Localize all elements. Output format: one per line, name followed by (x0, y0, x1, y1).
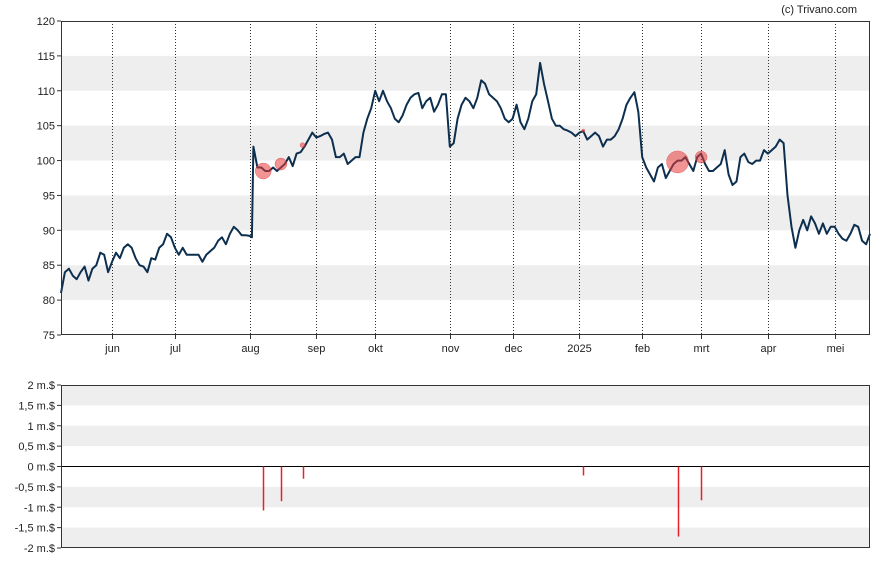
transaction-marker (666, 150, 689, 174)
volume-y-tick-label: -0,5 m.$ (15, 482, 55, 494)
volume-y-tick-label: -1 m.$ (24, 502, 55, 514)
price-line (60, 61, 871, 294)
volume-band (61, 425, 870, 447)
price-band (61, 195, 870, 231)
volume-band (61, 385, 870, 406)
x-tick-label: aug (241, 343, 259, 355)
x-tick-label: dec (505, 343, 523, 355)
y-tick-label: 85 (43, 260, 55, 272)
y-tick-label: 110 (37, 86, 55, 98)
price-band (61, 55, 870, 91)
credit-text: (c) Trivano.com (781, 4, 857, 16)
y-tick-label: 100 (37, 156, 55, 168)
volume-y-tick-label: 1,5 m.$ (18, 400, 55, 412)
transaction-marker (581, 128, 586, 133)
y-tick-label: 90 (43, 225, 55, 237)
x-tick-label: okt (368, 343, 383, 355)
transaction-marker (694, 150, 708, 164)
y-tick-label: 75 (43, 330, 55, 342)
x-tick-label: sep (308, 343, 326, 355)
x-tick-label: jul (169, 343, 181, 355)
price-band (61, 265, 870, 301)
volume-y-tick-label: 1 m.$ (27, 421, 55, 433)
x-tick-label: nov (442, 343, 460, 355)
volume-band (61, 527, 870, 548)
x-tick-label: mei (827, 343, 845, 355)
y-tick-label: 120 (37, 16, 55, 28)
y-tick-label: 115 (37, 51, 55, 63)
transaction-marker (299, 142, 306, 148)
x-tick-label: jun (104, 343, 120, 355)
volume-y-tick-label: 2 m.$ (27, 380, 55, 392)
y-tick-label: 105 (37, 121, 55, 133)
x-tick-label: apr (761, 343, 777, 355)
y-tick-label: 80 (43, 295, 55, 307)
volume-plot-frame (61, 385, 870, 548)
x-tick-label: feb (635, 343, 650, 355)
transaction-marker (274, 157, 288, 171)
volume-y-tick-label: 0,5 m.$ (18, 441, 55, 453)
y-tick-label: 95 (43, 190, 55, 202)
x-tick-label: mrt (694, 343, 710, 355)
x-tick-label: 2025 (567, 343, 591, 355)
volume-y-tick-label: 0 m.$ (27, 462, 55, 474)
price-band (61, 125, 870, 161)
price-plot-frame (61, 21, 870, 335)
volume-band (61, 486, 870, 508)
volume-y-tick-label: -2 m.$ (24, 543, 55, 555)
transaction-marker (255, 162, 272, 180)
volume-y-tick-label: -1,5 m.$ (15, 523, 55, 535)
